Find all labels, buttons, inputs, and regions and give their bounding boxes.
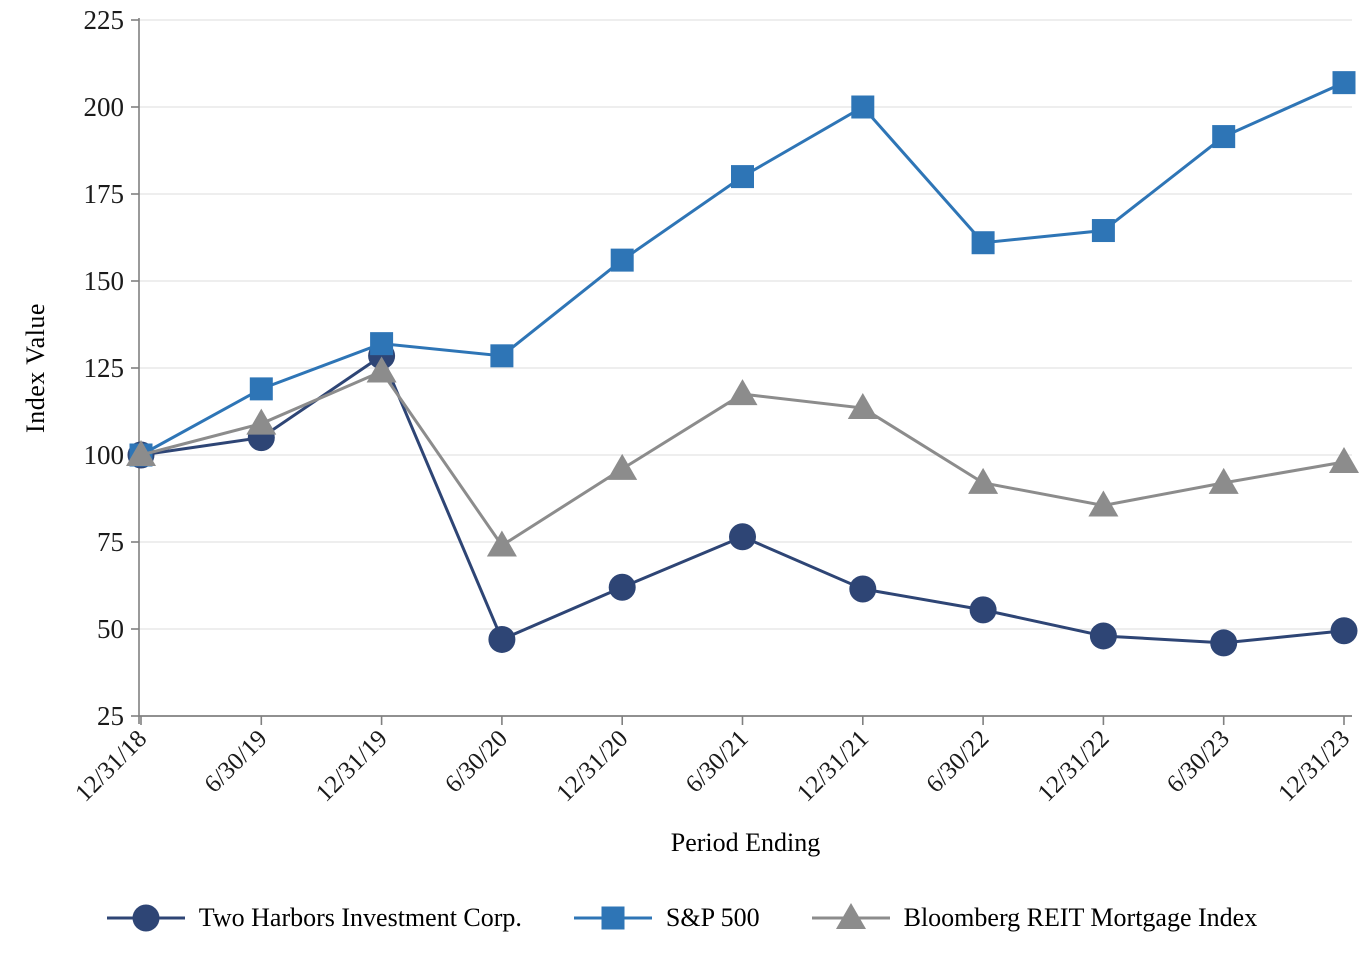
svg-text:200: 200 <box>84 92 125 122</box>
circle-marker-icon <box>106 901 185 935</box>
svg-text:75: 75 <box>97 527 124 557</box>
svg-text:6/30/21: 6/30/21 <box>681 725 754 798</box>
legend: Two Harbors Investment Corp. S&P 500 Blo… <box>0 896 1364 940</box>
legend-label-bloomberg-reit: Bloomberg REIT Mortgage Index <box>903 903 1258 932</box>
svg-text:12/31/20: 12/31/20 <box>551 725 633 807</box>
svg-text:125: 125 <box>84 353 125 383</box>
svg-text:6/30/23: 6/30/23 <box>1162 725 1235 798</box>
svg-text:25: 25 <box>97 701 124 731</box>
legend-label-sp500: S&P 500 <box>665 903 760 932</box>
svg-text:12/31/18: 12/31/18 <box>70 725 152 807</box>
legend-item-sp500: S&P 500 <box>573 901 760 935</box>
svg-text:175: 175 <box>84 179 125 209</box>
svg-text:12/31/22: 12/31/22 <box>1033 725 1115 807</box>
legend-item-two-harbors: Two Harbors Investment Corp. <box>106 901 522 935</box>
square-marker-icon <box>573 901 652 935</box>
triangle-marker-icon <box>811 901 890 935</box>
svg-text:50: 50 <box>97 614 124 644</box>
legend-item-bloomberg-reit: Bloomberg REIT Mortgage Index <box>811 901 1258 935</box>
svg-text:12/31/23: 12/31/23 <box>1273 725 1355 807</box>
performance-line-chart: 25 50 75 100 125 150 175 200 225 12/31/18 6/30/19 1… <box>70 5 1359 807</box>
svg-text:6/30/22: 6/30/22 <box>921 725 994 798</box>
svg-text:225: 225 <box>84 5 125 35</box>
svg-text:6/30/20: 6/30/20 <box>440 725 513 798</box>
svg-text:12/31/19: 12/31/19 <box>311 725 393 807</box>
svg-text:12/31/21: 12/31/21 <box>792 725 874 807</box>
svg-text:6/30/19: 6/30/19 <box>199 725 272 798</box>
svg-text:100: 100 <box>84 440 125 470</box>
y-axis-title: Index Value <box>21 303 50 433</box>
svg-text:150: 150 <box>84 266 125 296</box>
legend-label-two-harbors: Two Harbors Investment Corp. <box>198 903 522 932</box>
x-axis-title: Period Ending <box>670 828 821 857</box>
